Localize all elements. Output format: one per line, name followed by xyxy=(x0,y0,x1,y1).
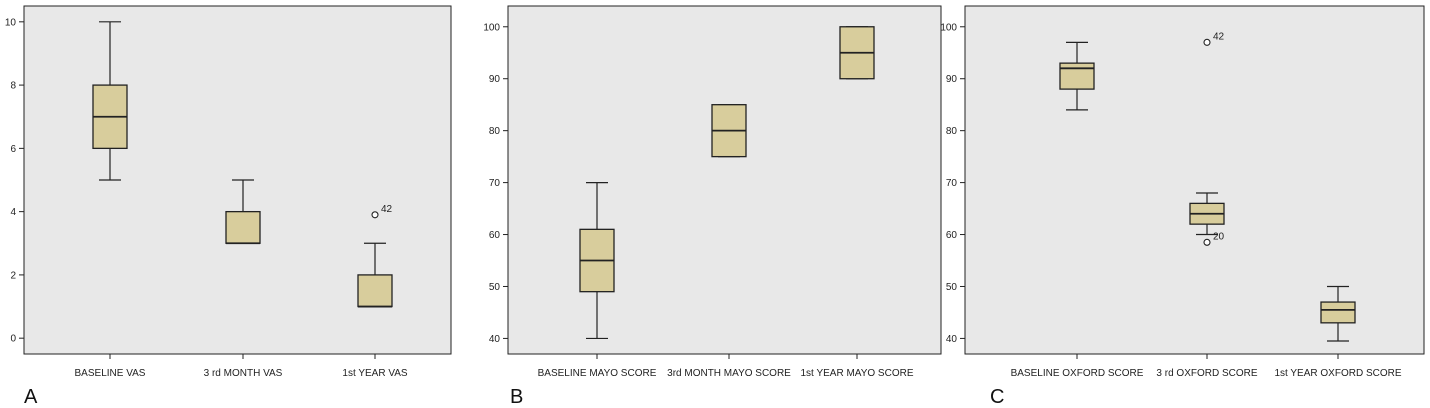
outlier-label: 42 xyxy=(1213,31,1225,42)
y-tick-label: 2 xyxy=(10,270,16,281)
box-3 xyxy=(1320,285,1356,342)
box-2: 42 20 xyxy=(1189,31,1225,246)
box-1 xyxy=(1059,41,1095,111)
y-tick-label: 90 xyxy=(946,74,958,85)
x-category-label: 1st YEAR OXFORD SCORE xyxy=(1274,368,1401,379)
y-tick-label: 60 xyxy=(489,230,501,241)
y-tick-label: 100 xyxy=(483,22,500,33)
y-tick-label: 60 xyxy=(946,230,958,241)
box-2 xyxy=(225,179,261,245)
y-tick-label: 50 xyxy=(489,282,501,293)
y-tick-label: 8 xyxy=(10,81,16,92)
y-tick-label: 90 xyxy=(489,74,501,85)
outlier-label: 42 xyxy=(381,204,393,215)
iqr-box xyxy=(1320,301,1356,324)
panel-c: 40 50 60 70 80 90 100 BASELINE OXFORD SCORE 3 rd… xyxy=(940,5,1425,408)
y-tick-label: 50 xyxy=(946,282,958,293)
x-category-label: 3 rd MONTH VAS xyxy=(204,368,283,379)
box-1 xyxy=(92,21,128,181)
box-3: 42 xyxy=(357,204,393,308)
iqr-box xyxy=(1059,62,1095,90)
outlier-label: 20 xyxy=(1213,231,1225,242)
plot-area xyxy=(507,5,942,355)
iqr-box xyxy=(225,210,261,244)
box-3 xyxy=(839,26,875,80)
outlier-point xyxy=(371,211,379,219)
y-tick-label: 80 xyxy=(489,126,501,137)
panel-letter: B xyxy=(510,386,523,408)
y-tick-label: 0 xyxy=(10,334,16,345)
x-category-label: BASELINE MAYO SCORE xyxy=(538,368,657,379)
panel-letter: C xyxy=(990,386,1004,408)
y-tick-label: 6 xyxy=(10,144,16,155)
plot-area xyxy=(964,5,1425,355)
y-tick-label: 10 xyxy=(5,17,17,28)
x-category-label: 1st YEAR MAYO SCORE xyxy=(801,368,914,379)
x-category-label: 3 rd OXFORD SCORE xyxy=(1156,368,1257,379)
x-category-label: 1st YEAR VAS xyxy=(342,368,408,379)
iqr-box xyxy=(357,274,393,308)
y-tick-label: 40 xyxy=(489,334,501,345)
outlier-point xyxy=(1203,238,1211,246)
outlier-point xyxy=(1203,38,1211,46)
box-1 xyxy=(579,181,615,340)
y-tick-label: 100 xyxy=(940,22,957,33)
x-category-label: BASELINE VAS xyxy=(75,368,146,379)
y-tick-label: 70 xyxy=(489,178,501,189)
y-tick-label: 40 xyxy=(946,334,958,345)
box-2 xyxy=(711,104,747,158)
y-tick-label: 80 xyxy=(946,126,958,137)
panel-letter: A xyxy=(24,386,38,408)
panel-b: 40 50 60 70 80 90 100 BASELINE MAYO SCORE 3rd MO… xyxy=(483,5,942,408)
x-category-label: 3rd MONTH MAYO SCORE xyxy=(667,368,791,379)
x-category-label: BASELINE OXFORD SCORE xyxy=(1011,368,1144,379)
y-tick-label: 70 xyxy=(946,178,958,189)
y-tick-label: 4 xyxy=(10,207,16,218)
panel-a: 0 2 4 6 8 10 BASELINE VAS 3 rd MONTH VAS 1st YEA… xyxy=(5,5,452,408)
